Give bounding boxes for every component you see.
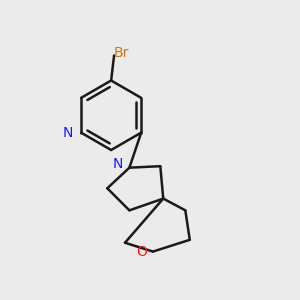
Text: N: N (63, 126, 73, 140)
Text: N: N (113, 157, 123, 171)
Text: O: O (136, 245, 147, 259)
Text: Br: Br (114, 46, 129, 59)
